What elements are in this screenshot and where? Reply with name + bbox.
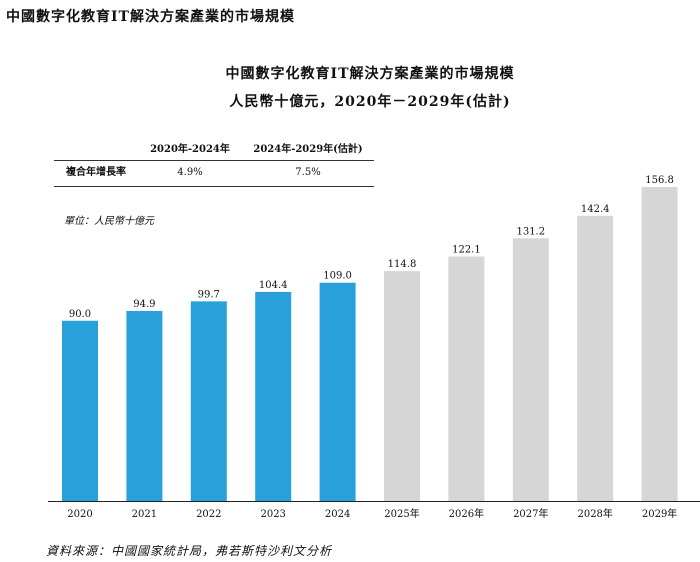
cagr-header-period-2: 2024年-2029年(估計) xyxy=(253,144,363,155)
cagr-header-row: 2020年-2024年 2024年-2029年(估計) xyxy=(54,141,374,161)
x-tick-label: 2029年 xyxy=(642,507,677,520)
x-tick-label: 2022 xyxy=(196,509,221,520)
value-label: 156.8 xyxy=(645,175,674,186)
value-label: 99.7 xyxy=(198,289,220,300)
value-label: 94.9 xyxy=(133,299,155,310)
bar-2021 xyxy=(126,310,163,501)
x-tick-label: 2021 xyxy=(132,509,157,520)
x-tick-label: 2026年 xyxy=(449,507,484,520)
cagr-header-period-1: 2020年-2024年 xyxy=(150,144,230,155)
bar-2028 xyxy=(577,215,614,501)
bar-2029 xyxy=(641,187,678,501)
source-note: 資料來源：中國國家統計局，弗若斯特沙利文分析 xyxy=(46,544,333,558)
value-label: 114.8 xyxy=(388,259,417,270)
cagr-value-row: 複合年增長率 4.9% 7.5% xyxy=(54,164,374,184)
bar-2027 xyxy=(512,238,549,501)
cagr-value-period-2: 7.5% xyxy=(295,167,321,178)
chart-title: 中國數字化教育IT解決方案產業的市場規模 xyxy=(225,66,515,82)
section-heading: 中國數字化教育IT解決方案產業的市場規模 xyxy=(6,9,295,25)
unit-label: 單位：人民幣十億元 xyxy=(64,216,154,227)
value-label: 142.4 xyxy=(581,204,610,215)
bar-2026 xyxy=(448,256,485,501)
cagr-value-period-1: 4.9% xyxy=(177,167,203,178)
value-label: 131.2 xyxy=(516,226,545,237)
x-tick-label: 2025年 xyxy=(384,507,419,520)
x-tick-label: 2028年 xyxy=(577,507,612,520)
bar-2020 xyxy=(62,320,98,501)
bar-2022 xyxy=(190,301,227,501)
cagr-bottom-rule xyxy=(54,186,374,187)
bar-2023 xyxy=(255,291,292,501)
cagr-divider xyxy=(54,160,374,161)
x-tick-label: 2027年 xyxy=(513,507,548,520)
cagr-row-label: 複合年增長率 xyxy=(66,167,126,178)
chart-subtitle: 人民幣十億元，2020年－2029年(估計) xyxy=(229,94,511,110)
value-label: 109.0 xyxy=(323,271,352,282)
value-label: 122.1 xyxy=(452,244,481,255)
bar-2024 xyxy=(319,282,356,501)
bar-2025 xyxy=(384,271,420,501)
value-label: 90.0 xyxy=(69,309,91,320)
x-tick-label: 2020 xyxy=(67,509,92,520)
cagr-table: 2020年-2024年 2024年-2029年(估計) 複合年增長率 4.9% … xyxy=(54,141,374,187)
x-tick-label: 2024 xyxy=(325,509,350,520)
value-label: 104.4 xyxy=(259,280,288,291)
x-tick-label: 2023 xyxy=(260,509,285,520)
